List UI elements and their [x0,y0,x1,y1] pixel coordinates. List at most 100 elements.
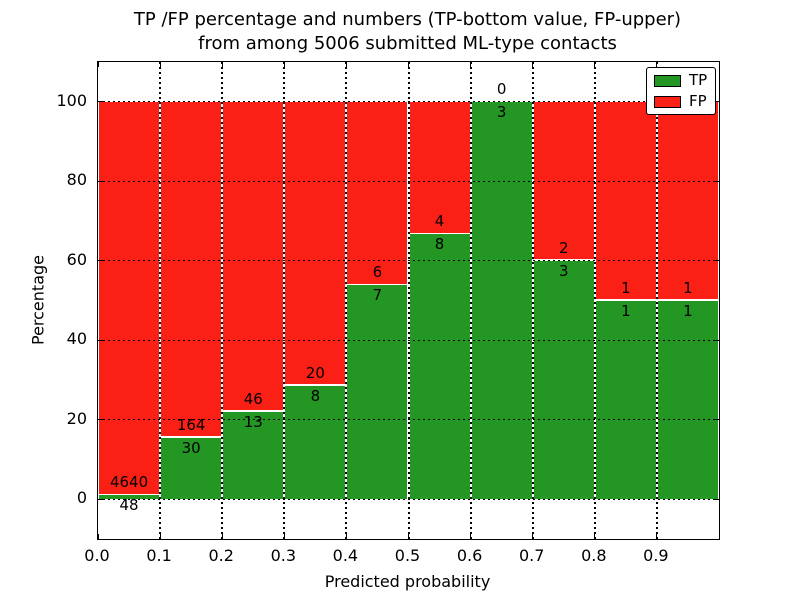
y-axis-label: Percentage [28,254,48,346]
x-tick [594,534,596,539]
tp-bar [657,300,718,500]
y-tick [714,419,719,421]
tp-count-label: 1 [621,301,631,320]
x-tick [470,534,472,539]
x-tick [532,62,534,67]
x-tick [408,534,409,539]
tp-bar [533,260,594,500]
tp-count-label: 13 [243,412,263,431]
fp-bar [99,101,160,494]
y-gridline [98,101,719,103]
fp-count-label: 20 [305,363,325,382]
tp-bar [161,437,222,500]
y-gridline [98,260,719,262]
x-tick [532,534,534,539]
x-tick [97,534,99,539]
chart-title: TP /FP percentage and numbers (TP-bottom… [97,8,718,56]
x-tick [470,62,472,67]
fp-count-label: 1 [621,278,631,297]
x-tick [97,62,99,67]
y-gridline [98,180,719,182]
y-tick-label: 80 [66,170,87,190]
x-tick-label: 0.8 [581,546,607,565]
x-gridline [469,62,472,539]
fp-count-label: 164 [176,415,206,434]
x-tick-label: 0.1 [146,546,172,565]
tp-bar [347,285,408,500]
fp-bar [161,101,222,437]
y-tick-label: 100 [56,90,87,110]
y-tick-label: 60 [66,249,87,269]
x-tick-label: 0.6 [456,546,483,565]
tp-bar [409,234,470,500]
fp-count-label: 4640 [109,473,149,492]
fp-bar [223,101,284,411]
fp-bar [409,101,470,233]
y-tick-label: 0 [76,488,87,508]
tp-count-label: 3 [558,261,569,280]
plot-area: 4640 48 164 30 46 13 20 8 6 7 4 8 0 3 2 3 1 1 1 1 [97,61,720,540]
x-tick [594,62,596,67]
y-tick [98,180,103,182]
fp-count-label: 4 [434,212,445,231]
x-tick-label: 0.0 [84,546,110,565]
y-gridline [98,339,719,341]
x-tick-label: 0.2 [208,546,234,565]
x-tick [221,62,223,67]
y-tick [98,498,103,500]
x-gridline [221,62,224,539]
chart-title-line2: from among 5006 submitted ML-type contac… [198,33,617,54]
x-tick-label: 0.9 [643,546,669,565]
tp-bar [223,411,284,500]
fp-count-label: 1 [683,278,693,297]
x-gridline [407,62,410,539]
fp-count-label: 2 [558,238,569,257]
y-tick [98,339,103,341]
y-tick [714,180,719,182]
y-gridline [98,498,719,500]
x-tick [656,62,658,67]
x-tick [656,534,658,539]
x-tick [159,534,161,539]
tp-legend-swatch [654,74,681,87]
y-tick-label: 40 [66,329,87,349]
fp-bar [347,101,408,284]
x-gridline [531,62,534,539]
fp-bar [285,101,346,385]
x-gridline [655,62,658,539]
tp-count-label: 30 [181,438,201,457]
y-tick [98,101,103,103]
tp-bar [99,495,160,500]
y-tick [98,260,103,262]
legend: TP FP [646,67,716,115]
x-axis-label: Predicted probability [324,572,491,591]
tp-legend-label: TP [689,71,708,89]
fp-bar [595,101,656,299]
fp-bar [533,101,594,260]
fp-count-label: 46 [243,389,263,408]
tp-count-label: 48 [119,496,139,515]
x-gridline [593,62,596,539]
tp-count-label: 7 [372,286,383,305]
y-tick [98,419,103,421]
y-tick [714,260,719,262]
x-tick-label: 0.7 [518,546,545,565]
tp-count-label: 3 [496,102,507,121]
tp-bar [285,385,346,500]
x-gridline [345,62,348,539]
tp-count-label: 8 [310,386,321,405]
fp-legend-swatch [654,95,681,108]
x-gridline [159,62,162,539]
fp-bar [657,101,718,299]
y-tick [714,498,719,500]
x-tick [159,62,161,67]
x-tick [283,534,285,539]
x-tick [283,62,285,67]
chart-title-line1: TP /FP percentage and numbers (TP-bottom… [133,9,682,30]
fp-legend-label: FP [689,92,707,110]
y-tick [714,339,719,341]
x-tick-label: 0.5 [394,546,421,565]
x-gridline [283,62,286,539]
tp-count-label: 8 [434,235,445,254]
